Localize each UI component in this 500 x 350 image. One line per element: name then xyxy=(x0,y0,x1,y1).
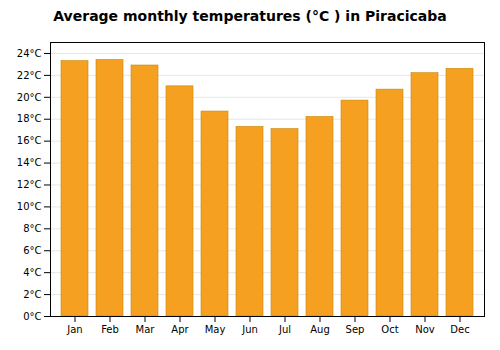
svg-text:Mar: Mar xyxy=(136,324,156,335)
svg-text:16°C: 16°C xyxy=(17,135,42,146)
svg-text:May: May xyxy=(205,324,226,335)
svg-text:0°C: 0°C xyxy=(23,311,41,322)
svg-text:Dec: Dec xyxy=(450,324,469,335)
svg-text:Apr: Apr xyxy=(171,324,189,335)
svg-text:18°C: 18°C xyxy=(17,113,42,124)
svg-text:Oct: Oct xyxy=(381,324,398,335)
svg-text:22°C: 22°C xyxy=(17,70,42,81)
svg-text:12°C: 12°C xyxy=(17,179,42,190)
svg-text:4°C: 4°C xyxy=(23,267,41,278)
svg-text:24°C: 24°C xyxy=(17,48,42,59)
svg-text:8°C: 8°C xyxy=(23,223,41,234)
svg-text:10°C: 10°C xyxy=(17,201,42,212)
svg-text:Jan: Jan xyxy=(66,324,82,335)
svg-text:6°C: 6°C xyxy=(23,245,41,256)
svg-text:2°C: 2°C xyxy=(23,289,41,300)
svg-text:14°C: 14°C xyxy=(17,157,42,168)
svg-text:Jul: Jul xyxy=(278,324,291,335)
html-text:Average monthly temperatures (: Average monthly temperatures (°C ) in Pi… xyxy=(53,8,447,24)
svg-text:Sep: Sep xyxy=(346,324,365,335)
svg-text:20°C: 20°C xyxy=(17,92,42,103)
svg-text:Feb: Feb xyxy=(101,324,119,335)
svg-text:Aug: Aug xyxy=(310,324,330,335)
svg-text:Nov: Nov xyxy=(415,324,435,335)
svg-text:Jun: Jun xyxy=(241,324,258,335)
